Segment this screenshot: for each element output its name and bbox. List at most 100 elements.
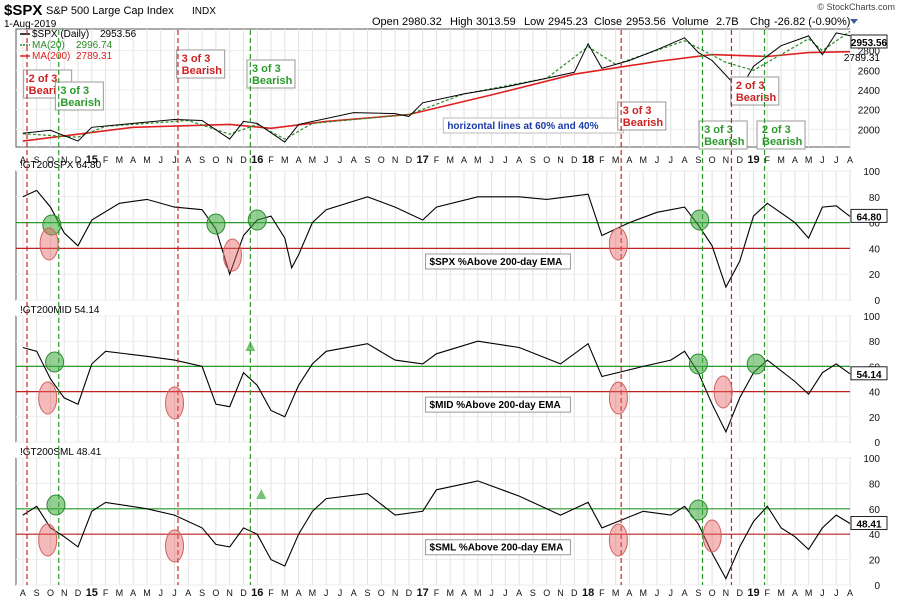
legend-value: 2996.74 xyxy=(76,40,113,51)
x-tick-label: O xyxy=(378,155,385,165)
x-tick-label: 18 xyxy=(582,154,594,166)
x-tick-label: 16 xyxy=(251,154,263,166)
highlight-ellipse-red xyxy=(608,381,628,415)
x-tick-label: N xyxy=(723,588,730,598)
x-tick-label: M xyxy=(446,155,454,165)
y-tick-label: 0 xyxy=(874,296,880,307)
panel-label-box xyxy=(425,539,571,556)
close-value: 2953.56 xyxy=(626,16,666,28)
low-label: Low xyxy=(524,16,544,28)
signal-line-1: 2 of 3 xyxy=(762,124,791,136)
note-text: horizontal lines at 60% and 40% xyxy=(447,121,598,132)
sml-breadth-panel: 0 20 40 60 80 100 !GT200SML 48.41 $SML %Above 2… xyxy=(15,447,888,592)
x-tick-label: A xyxy=(296,155,302,165)
signal-line-2: Bearish xyxy=(623,117,664,129)
x-tick-label: J xyxy=(338,588,343,598)
x-tick-label: N xyxy=(392,155,399,165)
signal-overlays xyxy=(26,30,766,585)
volume-label: Volume xyxy=(672,16,709,28)
panel-label-box xyxy=(425,396,571,413)
x-tick-label: O xyxy=(378,588,385,598)
signal-line-1: 2 of 3 xyxy=(29,73,58,85)
x-tick-label: A xyxy=(792,155,798,165)
x-tick-label: N xyxy=(61,155,68,165)
highlight-ellipse-green xyxy=(42,214,62,236)
x-tick-label: N xyxy=(61,588,68,598)
x-tick-label: J xyxy=(489,155,494,165)
chevron-down-icon[interactable] xyxy=(850,19,858,24)
x-tick-label: S xyxy=(199,588,205,598)
y-tick-label: 80 xyxy=(869,337,881,348)
x-tick-label: M xyxy=(116,155,124,165)
panel-last-label-box xyxy=(850,208,888,223)
x-tick-label: A xyxy=(792,588,798,598)
x-tick-label: D xyxy=(406,155,413,165)
x-tick-label: A xyxy=(185,155,191,165)
panel-label: $MID %Above 200-day EMA xyxy=(430,400,561,411)
y-tick-label: 20 xyxy=(869,413,881,424)
y-tick-label: 0 xyxy=(874,581,880,592)
open-label: Open xyxy=(372,16,399,28)
x-tick-label: F xyxy=(434,155,440,165)
x-tick-label: J xyxy=(834,155,839,165)
x-tick-label: M xyxy=(116,588,124,598)
x-tick-label: 18 xyxy=(582,587,594,599)
signal-box xyxy=(617,101,667,131)
x-tick-label: A xyxy=(351,588,357,598)
highlight-ellipse-green xyxy=(688,499,708,521)
y-tick-label: 60 xyxy=(869,219,881,230)
signal-line-1: 3 of 3 xyxy=(60,85,89,97)
x-tick-label: D xyxy=(736,588,743,598)
brand-watermark: © StockCharts.com xyxy=(817,2,895,12)
x-tick-label: O xyxy=(543,588,550,598)
x-tick-label: M xyxy=(281,155,289,165)
x-tick-label: A xyxy=(185,588,191,598)
x-tick-label: M xyxy=(309,588,317,598)
x-tick-label: O xyxy=(212,155,219,165)
x-axis-bottom: A S O N D 15 F M A M J J A S O N D 16 F M A M J J A S O N D 17 F M A M J J A… xyxy=(20,587,853,599)
exchange: INDX xyxy=(192,6,216,17)
x-tick-label: J xyxy=(503,588,508,598)
signal-line-2: Bearish xyxy=(704,136,745,148)
x-tick-label: A xyxy=(351,155,357,165)
y-tick-label: 20 xyxy=(869,556,881,567)
panel-title: !GT200SPX 64.80 xyxy=(20,160,102,171)
signal-line-2: Bearish xyxy=(60,97,101,109)
x-axis-price: A S O N D 15 F M A M J J A S O N D 16 F M A M J J A S O N D 17 F M A M J J A… xyxy=(20,154,853,166)
x-tick-label: M xyxy=(639,588,647,598)
signal-line-1: 3 of 3 xyxy=(623,105,652,117)
y-tick-label: 2400 xyxy=(858,86,881,97)
signal-line-1: 2 of 3 xyxy=(736,80,765,92)
x-tick-label: 19 xyxy=(747,587,759,599)
symbol: $SPX xyxy=(4,2,42,19)
highlight-ellipse-green xyxy=(206,213,226,235)
y-tick-label: 40 xyxy=(869,530,881,541)
x-tick-label: 16 xyxy=(251,587,263,599)
price-last-label-box xyxy=(850,34,888,49)
legend-value: 2789.31 xyxy=(76,51,113,62)
panel-last-label: 48.41 xyxy=(856,520,881,531)
x-tick-label: D xyxy=(240,155,247,165)
open-value: 2980.32 xyxy=(402,16,442,28)
signal-box xyxy=(730,76,780,106)
highlight-ellipse-red xyxy=(39,227,59,261)
price-last-label: 2953.56 xyxy=(851,38,888,49)
x-tick-label: 17 xyxy=(417,154,429,166)
x-tick-label: J xyxy=(489,588,494,598)
y-tick-label: 2200 xyxy=(858,106,881,117)
x-tick-label: O xyxy=(47,155,54,165)
x-tick-label: F xyxy=(599,155,605,165)
high-value: 3013.59 xyxy=(476,16,516,28)
x-tick-label: M xyxy=(474,155,482,165)
signal-box xyxy=(246,59,296,89)
legend-entry: MA(200) xyxy=(32,51,70,62)
y-tick-label: 100 xyxy=(863,312,880,323)
x-tick-label: S xyxy=(34,155,40,165)
x-tick-label: A xyxy=(461,155,467,165)
x-tick-label: F xyxy=(103,155,109,165)
x-tick-label: M xyxy=(805,155,813,165)
x-tick-label: J xyxy=(172,155,177,165)
chart-date: 1-Aug-2019 xyxy=(4,19,57,30)
x-tick-label: S xyxy=(530,588,536,598)
x-tick-label: A xyxy=(461,588,467,598)
